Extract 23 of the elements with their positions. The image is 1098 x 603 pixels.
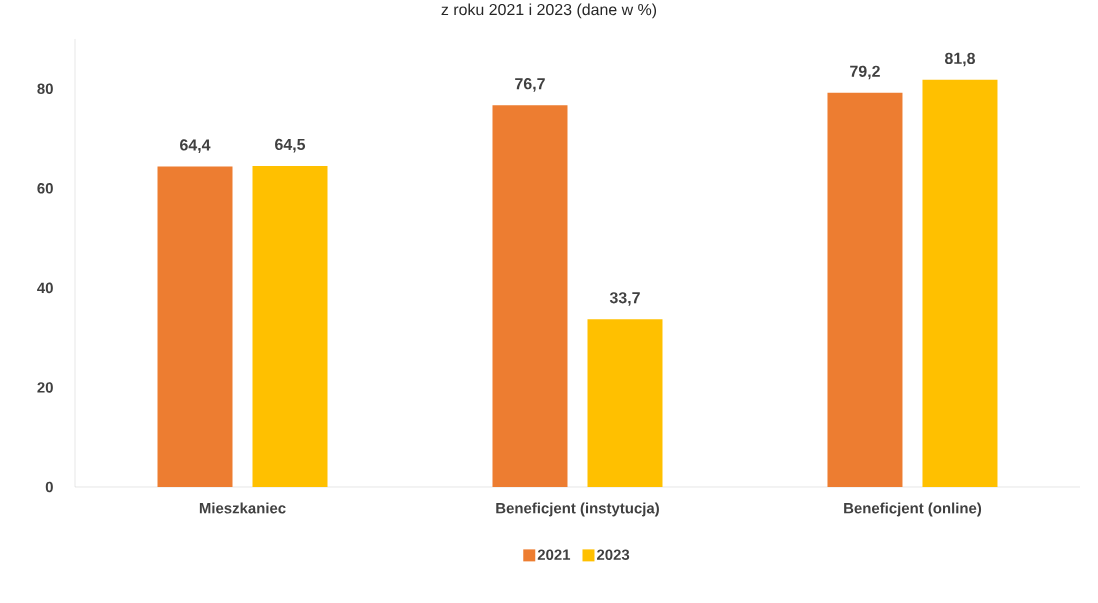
y-tick-label: 40 xyxy=(37,282,53,294)
legend-label: 2021 xyxy=(537,549,571,560)
bar xyxy=(492,105,568,487)
data-label: 81,8 xyxy=(944,52,975,67)
bar xyxy=(827,92,903,487)
bar xyxy=(157,166,233,487)
y-tick-label: 0 xyxy=(45,481,53,493)
x-tick-label: Mieszkaniec xyxy=(199,502,286,514)
y-tick-label: 20 xyxy=(37,382,53,393)
data-label: 64,5 xyxy=(275,138,306,153)
bar xyxy=(922,79,998,487)
data-label: 64,4 xyxy=(180,139,211,153)
bar xyxy=(252,165,328,487)
x-tick-label: Beneficjent (online) xyxy=(844,502,982,517)
bar xyxy=(587,319,663,487)
data-label: 76,7 xyxy=(515,78,545,92)
chart-title: z roku 2021 i 2023 (dane w %) xyxy=(441,3,657,19)
y-tick-label: 80 xyxy=(37,83,53,95)
legend-label: 2023 xyxy=(597,549,630,561)
data-label: 79,2 xyxy=(850,65,880,80)
x-tick-label: Beneficjent (instytucja) xyxy=(496,502,659,517)
y-tick-label: 60 xyxy=(37,183,53,194)
data-label: 33,7 xyxy=(609,292,640,306)
